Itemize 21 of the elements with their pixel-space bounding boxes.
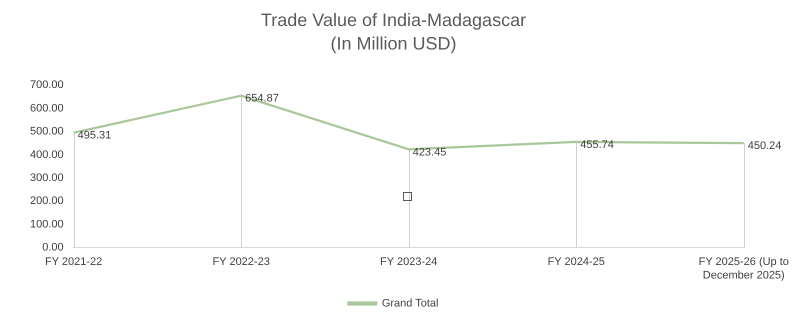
y-tick-label: 200.00	[30, 195, 64, 208]
y-tick-label: 100.00	[30, 218, 64, 230]
legend-label: Grand Total	[382, 298, 438, 310]
y-tick-label: 700.00	[30, 79, 64, 92]
data-label: 455.74	[580, 138, 614, 151]
data-label: 423.45	[412, 146, 446, 158]
chart-subtitle: (In Million USD)	[330, 33, 457, 54]
data-label: 495.31	[78, 130, 112, 142]
chart-title: Trade Value of India-Madagascar	[260, 10, 526, 30]
y-tick-label: 500.00	[30, 126, 64, 138]
x-tick-label: FY 2024-25	[548, 256, 605, 268]
data-label: 654.87	[245, 92, 279, 105]
x-tick-label: FY 2025-26 (Up to December 2025)	[698, 256, 789, 282]
x-tick-label: FY 2021-22	[44, 256, 102, 268]
y-tick-label: 600.00	[30, 102, 64, 114]
y-tick-label: 0.00	[42, 242, 64, 254]
y-tick-label: 400.00	[30, 148, 64, 161]
x-tick-label: FY 2023-24	[380, 256, 438, 268]
y-tick-label: 300.00	[30, 172, 64, 184]
data-label: 450.24	[748, 140, 782, 152]
x-tick-label: FY 2022-23	[212, 256, 270, 268]
